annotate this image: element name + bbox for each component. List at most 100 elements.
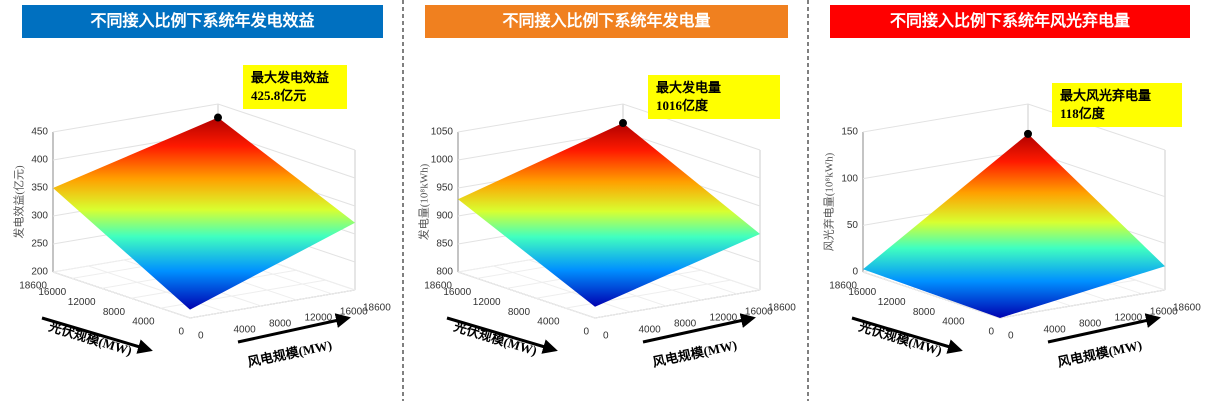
x-tick-label: 12000: [709, 313, 737, 324]
x-tick-label: 8000: [674, 319, 697, 330]
x-axis-label: 风电规模(MW): [1056, 337, 1143, 370]
z-tick-label: 400: [31, 155, 48, 166]
x-axis-label: 风电规模(MW): [651, 337, 738, 370]
x-tick-label: 12000: [304, 313, 332, 324]
z-tick-label: 950: [436, 183, 453, 194]
z-tick-label: 300: [31, 211, 48, 222]
grid-line: [88, 265, 226, 313]
z-tick-label: 350: [31, 183, 48, 194]
annotation-box: [648, 75, 780, 119]
grid-line: [52, 271, 191, 319]
y-tick-label: 8000: [913, 307, 936, 318]
y-tick-label: 0: [988, 327, 994, 338]
annotation-text: 最大风光弃电量: [1060, 88, 1151, 103]
x-tick-label: 16000: [340, 307, 368, 318]
z-tick-label: 1050: [431, 127, 454, 138]
y-tick-label: 4000: [537, 317, 560, 328]
y-tick-label: 18600: [829, 281, 857, 292]
y-tick-label: 4000: [942, 317, 965, 328]
x-tick-label: 16000: [1150, 307, 1178, 318]
axis-arrow: [237, 313, 351, 344]
chart-title: 不同接入比例下系统年发电量: [502, 11, 710, 30]
grid-line: [999, 289, 1166, 319]
annotation-box: [243, 65, 347, 109]
x-tick-label: 18600: [1173, 303, 1201, 314]
annotation-text: 最大发电量: [656, 80, 721, 95]
axis-arrow: [642, 313, 756, 344]
z-axis-label: 风光弃电量(10⁸kWh): [822, 152, 836, 251]
z-tick-label: 1000: [431, 155, 454, 166]
z-tick-label: 200: [31, 267, 48, 278]
y-tick-label: 8000: [508, 307, 531, 318]
title-bar: [830, 5, 1190, 38]
y-tick-label: 0: [583, 327, 589, 338]
z-tick-label: 800: [436, 267, 453, 278]
max-point: [619, 119, 627, 128]
y-tick-label: 16000: [38, 287, 66, 298]
x-tick-label: 4000: [233, 325, 256, 336]
surface: [458, 123, 760, 307]
y-tick-label: 16000: [443, 287, 471, 298]
y-tick-label: 18600: [19, 281, 47, 292]
x-tick-label: 16000: [745, 307, 773, 318]
max-point: [214, 113, 222, 122]
z-tick-label: 250: [31, 239, 48, 250]
x-tick-label: 4000: [638, 325, 661, 336]
annotation-box: [1052, 83, 1182, 127]
y-axis-label: 光伏规模(MW): [451, 319, 539, 359]
x-tick-label: 0: [1008, 331, 1014, 342]
surface: [53, 117, 355, 310]
y-axis-label: 光伏规模(MW): [46, 319, 134, 359]
max-point: [1024, 129, 1032, 138]
x-tick-label: 18600: [363, 303, 391, 314]
grid-line: [493, 265, 631, 313]
z-tick-label: 850: [436, 239, 453, 250]
title-bar: [22, 5, 383, 38]
z-tick-label: 450: [31, 127, 48, 138]
grid-line: [862, 271, 1001, 319]
grid-line: [52, 103, 356, 151]
title-bar: [425, 5, 788, 38]
grid-line: [457, 271, 596, 319]
grid-line: [594, 289, 761, 319]
y-axis-label: 光伏规模(MW): [856, 319, 944, 359]
x-tick-label: 8000: [269, 319, 292, 330]
chart-title: 不同接入比例下系统年发电效益: [90, 11, 314, 30]
y-tick-label: 4000: [132, 317, 155, 328]
y-tick-label: 12000: [473, 297, 501, 308]
annotation-value: 1016亿度: [656, 98, 709, 113]
axis-arrow: [1047, 313, 1161, 344]
y-tick-label: 18600: [424, 281, 452, 292]
y-tick-label: 0: [178, 327, 184, 338]
annotation-text: 最大发电效益: [251, 70, 329, 85]
y-tick-label: 8000: [103, 307, 126, 318]
annotation-value: 425.8亿元: [251, 88, 306, 103]
x-tick-label: 18600: [768, 303, 796, 314]
x-tick-label: 8000: [1079, 319, 1102, 330]
grid-line: [457, 103, 761, 151]
axis-arrow: [851, 316, 963, 354]
z-tick-label: 900: [436, 211, 453, 222]
annotation-value: 118亿度: [1060, 106, 1106, 121]
surface: [863, 133, 1165, 318]
x-tick-label: 12000: [1114, 313, 1142, 324]
axis-arrow: [446, 316, 558, 354]
x-axis-label: 风电规模(MW): [246, 337, 333, 370]
z-tick-label: 100: [841, 173, 858, 184]
z-tick-label: 150: [841, 127, 858, 138]
axis-arrow: [41, 316, 153, 354]
y-tick-label: 16000: [848, 287, 876, 298]
z-axis-label: 发电效益(亿元): [12, 165, 26, 239]
x-tick-label: 4000: [1043, 325, 1066, 336]
x-tick-label: 0: [603, 331, 609, 342]
z-axis-label: 发电量(10⁸kWh): [417, 163, 431, 240]
grid-line: [189, 289, 356, 319]
z-tick-label: 0: [852, 267, 858, 278]
z-tick-label: 50: [847, 220, 859, 231]
y-tick-label: 12000: [68, 297, 96, 308]
grid-line: [862, 103, 1166, 151]
chart-title: 不同接入比例下系统年风光弃电量: [890, 11, 1130, 30]
y-tick-label: 12000: [878, 297, 906, 308]
x-tick-label: 0: [198, 331, 204, 342]
